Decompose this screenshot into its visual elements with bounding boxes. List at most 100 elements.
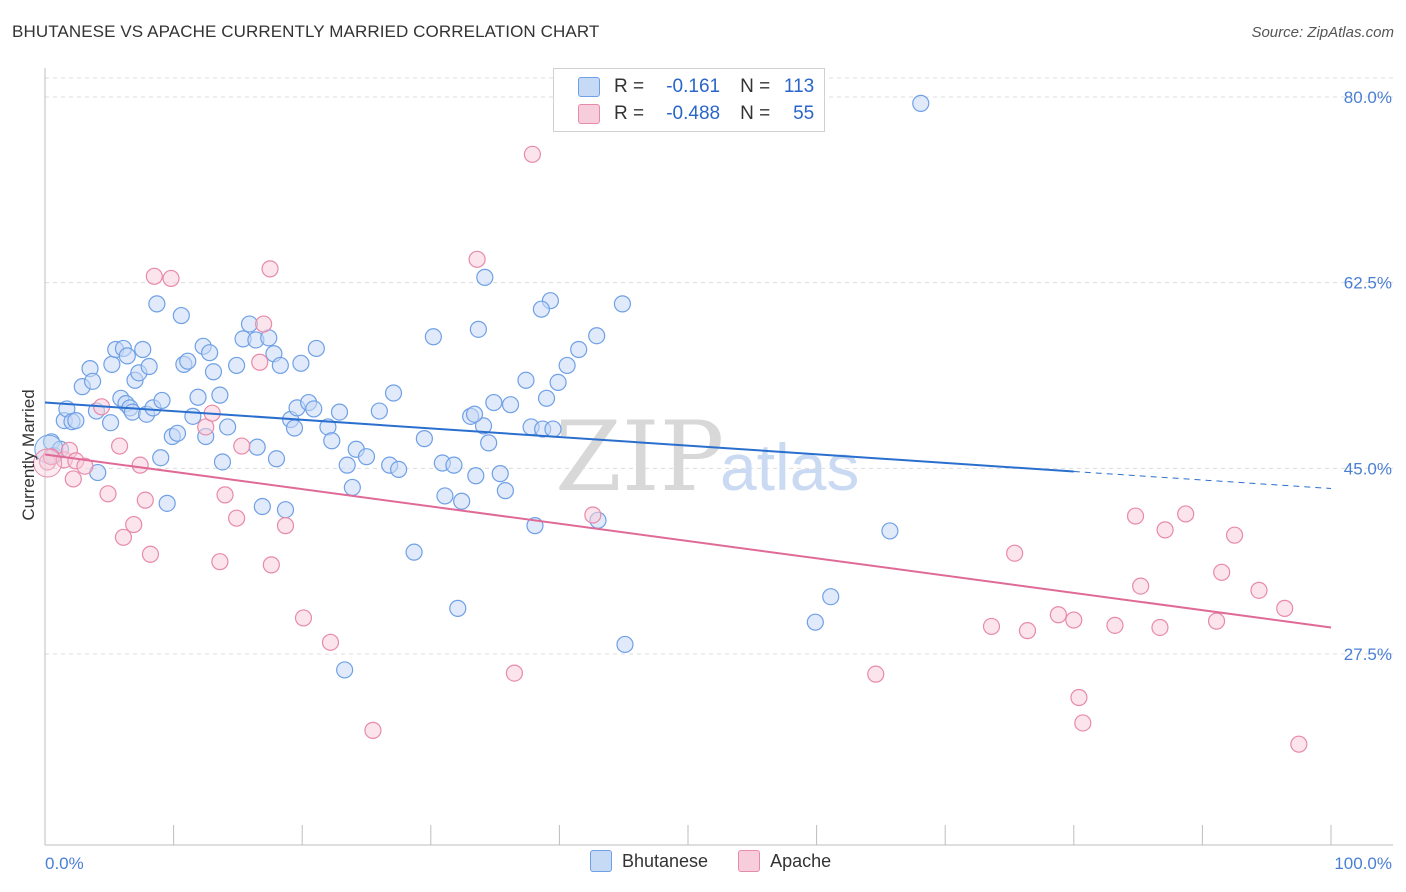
legend-r-value: -0.161	[666, 76, 721, 97]
apache-point	[321, 633, 340, 651]
apache-point	[276, 517, 295, 535]
apache-point	[1177, 505, 1195, 523]
bhutanese-point	[616, 635, 634, 654]
bhutanese-points	[34, 94, 930, 679]
apache-point	[1156, 521, 1174, 539]
bhutanese-point	[253, 497, 271, 516]
y-tick-label: 80.0%	[1344, 88, 1392, 107]
apache-point	[364, 721, 382, 739]
bhutanese-point	[415, 430, 433, 448]
x-tick-label-min: 0.0%	[45, 854, 84, 873]
bhutanese-point	[140, 357, 158, 376]
apache-point	[1074, 714, 1092, 732]
y-tick-labels: 27.5% 45.0% 62.5% 80.0%	[1344, 88, 1392, 664]
bhutanese-point	[384, 384, 403, 402]
legend-n-value: 113	[783, 76, 815, 97]
bhutanese-point	[148, 295, 166, 313]
bhutanese-point	[213, 453, 232, 471]
bhutanese-point	[390, 460, 408, 478]
bhutanese-point	[338, 456, 356, 474]
bhutanese-point	[501, 396, 520, 414]
bhutanese-point	[424, 328, 442, 346]
bhutanese-point	[485, 393, 503, 412]
apache-point	[162, 269, 180, 288]
apache-point	[251, 353, 269, 371]
bhutanese-point	[465, 405, 484, 423]
bhutanese-point	[822, 588, 840, 606]
bhutanese-point	[189, 388, 207, 406]
bhutanese-point	[370, 402, 388, 420]
bhutanese-point	[153, 391, 171, 410]
legend-item-label: Bhutanese	[622, 850, 709, 871]
apache-point	[982, 617, 1001, 636]
apache-points	[33, 145, 1308, 753]
apache-point	[76, 457, 94, 475]
bhutanese-point	[912, 94, 930, 112]
bhutanese-point	[549, 373, 567, 391]
bhutanese-point	[480, 434, 498, 452]
y-tick-label: 62.5%	[1344, 274, 1392, 293]
legend-n-label: N =	[740, 103, 771, 124]
legend-item-label: Apache	[770, 850, 832, 871]
bhutanese-point	[336, 661, 354, 679]
bhutanese-point	[184, 407, 202, 425]
bhutanese-point	[570, 340, 588, 359]
apache-point	[523, 145, 541, 163]
apache-point	[141, 545, 160, 563]
bhutanese-point	[228, 356, 246, 375]
bhutanese-swatch	[578, 77, 600, 97]
apache-point	[584, 506, 602, 524]
apache-point	[211, 553, 229, 571]
bhutanese-point	[343, 478, 361, 497]
bhutanese-point	[211, 386, 229, 404]
legend-item-apache[interactable]: Apache	[738, 850, 831, 872]
bhutanese-point	[588, 327, 606, 345]
apache-point	[1213, 563, 1231, 581]
apache-point	[64, 470, 82, 488]
bhutanese-point	[307, 339, 325, 358]
apache-point	[867, 665, 885, 683]
apache-point	[1126, 507, 1145, 525]
apache-point	[216, 486, 234, 504]
legend-n-value: 55	[793, 103, 815, 124]
legend-r-value: -0.488	[666, 103, 721, 124]
bhutanese-point	[248, 438, 266, 456]
bhutanese-point	[806, 613, 824, 631]
bhutanese-point	[496, 482, 514, 500]
apache-point	[99, 485, 117, 503]
y-tick-label: 45.0%	[1344, 459, 1392, 478]
correlation-legend: R = -0.161 N = 113 R = -0.488 N = 55	[553, 68, 825, 132]
apache-point	[114, 528, 133, 546]
bhutanese-point	[103, 355, 121, 373]
bhutanese-point	[436, 487, 454, 505]
bhutanese-point	[305, 400, 323, 418]
legend-item-bhutanese[interactable]: Bhutanese	[590, 850, 708, 872]
bhutanese-point	[476, 268, 494, 286]
legend-row-apache: R = -0.488 N = 55	[578, 101, 814, 127]
bhutanese-point	[271, 356, 289, 375]
bhutanese-point	[201, 344, 219, 362]
bhutanese-point	[204, 363, 223, 381]
bhutanese-point	[357, 448, 376, 466]
bhutanese-point	[474, 417, 493, 435]
apache-point	[110, 437, 129, 455]
bhutanese-point	[517, 371, 535, 389]
bhutanese-point	[123, 403, 142, 421]
apache-point	[255, 315, 273, 333]
bhutanese-point	[152, 449, 170, 467]
legend-n-label: N =	[740, 76, 771, 97]
bhutanese-point	[83, 372, 102, 390]
legend-r-label: R =	[614, 76, 645, 97]
apache-point	[1207, 612, 1226, 630]
chart-title: BHUTANESE VS APACHE CURRENTLY MARRIED CO…	[12, 22, 600, 41]
apache-point	[1049, 606, 1067, 624]
apache-trend-line	[44, 453, 1332, 629]
apache-point	[1006, 544, 1024, 562]
apache-point	[228, 509, 246, 527]
apache-point	[262, 556, 280, 574]
bhutanese-point	[330, 403, 349, 421]
bhutanese-point	[276, 501, 295, 519]
apache-point	[468, 250, 486, 268]
bhutanese-point	[537, 389, 556, 407]
